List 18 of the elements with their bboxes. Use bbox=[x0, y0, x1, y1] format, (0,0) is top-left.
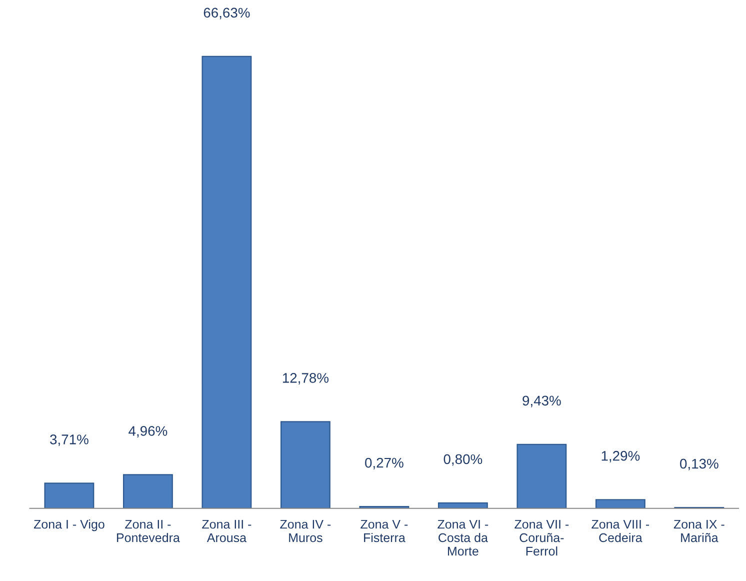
x-tick-label: Zona III - Arousa bbox=[202, 520, 252, 542]
x-tick-label: Zona IX - Mariña bbox=[674, 520, 724, 542]
data-label: 1,29% bbox=[602, 450, 640, 462]
data-label: 4,96% bbox=[128, 426, 168, 438]
x-tick-label: Zona VII - Coruña- Ferrol bbox=[514, 520, 569, 556]
x-tick-label: Zona VIII - Cedeira bbox=[592, 520, 650, 542]
data-label: 0,27% bbox=[365, 458, 404, 470]
x-tick-label: Zona II - Pontevedra bbox=[117, 520, 180, 542]
x-tick-label: Zona VI - Costa da Morte bbox=[438, 520, 488, 556]
data-label: 66,63% bbox=[204, 8, 250, 20]
data-label: 0,13% bbox=[680, 458, 718, 470]
x-tick-label: Zona I - Vigo bbox=[34, 519, 104, 532]
data-label: 12,78% bbox=[282, 373, 329, 384]
data-label: 0,80% bbox=[444, 454, 482, 466]
data-label: 9,43% bbox=[522, 396, 561, 408]
x-tick-label: Zona V - Fisterra bbox=[360, 520, 408, 542]
data-label: 3,71% bbox=[50, 434, 88, 446]
x-tick-label: Zona IV - Muros bbox=[280, 520, 331, 542]
